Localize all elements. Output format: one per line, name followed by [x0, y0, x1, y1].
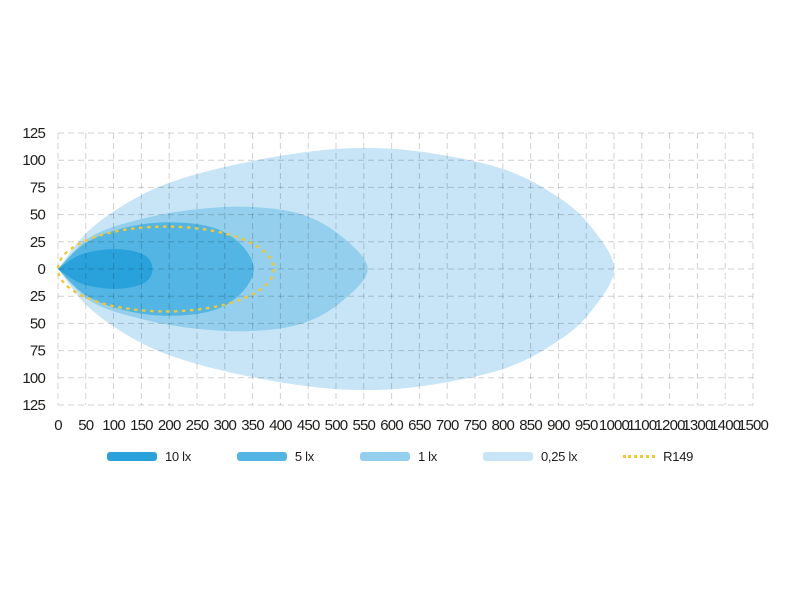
legend-color-swatch: [359, 452, 410, 461]
chart-legend: 10 lx 5 lx 1 lx 0,25 lx R149: [0, 449, 800, 464]
legend-label: 5 lx: [294, 449, 314, 464]
x-tick-label: 100: [102, 417, 125, 434]
y-tick-label: 125: [22, 397, 45, 414]
x-tick-label: 600: [380, 417, 403, 434]
x-tick-label: 650: [408, 417, 431, 434]
x-tick-label: 400: [269, 417, 292, 434]
x-tick-label: 800: [491, 417, 514, 434]
y-tick-label: 50: [30, 315, 46, 332]
y-tick-label: 100: [22, 152, 45, 169]
x-tick-label: 1000: [599, 417, 630, 434]
y-tick-label: 50: [30, 207, 46, 224]
legend-item-1-lx: 1 lx: [359, 449, 437, 464]
legend-dotted-line-swatch: [623, 455, 656, 458]
legend-label: 0,25 lx: [540, 449, 578, 464]
y-tick-label: 75: [30, 179, 46, 196]
legend-color-swatch: [482, 452, 533, 461]
legend-item-5-lx: 5 lx: [236, 449, 314, 464]
legend-label: 1 lx: [417, 449, 437, 464]
grid: [57, 132, 754, 406]
isolux-region-5-lx: [58, 222, 254, 316]
x-tick-label: 950: [575, 417, 598, 434]
legend-label: R149: [663, 449, 694, 464]
legend-color-swatch: [236, 452, 287, 461]
legend-color-swatch: [106, 452, 157, 461]
x-tick-label: 900: [547, 417, 570, 434]
x-tick-label: 1200: [655, 417, 686, 434]
x-tick-label: 1500: [738, 417, 769, 434]
x-tick-label: 850: [519, 417, 542, 434]
x-tick-label: 1300: [682, 417, 713, 434]
x-tick-label: 150: [130, 417, 153, 434]
legend-item-R149: R149: [623, 449, 693, 464]
y-tick-label: 100: [22, 370, 45, 387]
y-tick-label: 75: [30, 343, 46, 360]
x-tick-label: 1400: [710, 417, 741, 434]
y-tick-label: 25: [30, 288, 46, 305]
x-tick-label: 750: [464, 417, 487, 434]
x-tick-label: 450: [297, 417, 320, 434]
x-tick-label: 500: [325, 417, 348, 434]
x-tick-label: 300: [213, 417, 236, 434]
x-tick-label: 200: [158, 417, 181, 434]
legend-item-0-25-lx: 0,25 lx: [482, 449, 578, 464]
legend-item-10-lx: 10 lx: [106, 449, 191, 464]
x-tick-label: 250: [186, 417, 209, 434]
y-tick-label: 125: [22, 125, 45, 142]
x-tick-label: 700: [436, 417, 459, 434]
x-tick-label: 50: [78, 417, 94, 434]
legend-label: 10 lx: [164, 449, 191, 464]
x-tick-label: 0: [54, 417, 62, 434]
y-tick-label: 25: [30, 234, 46, 251]
x-tick-label: 1100: [627, 417, 657, 434]
x-tick-label: 350: [241, 417, 264, 434]
r149-ellipse: [56, 225, 275, 313]
x-tick-label: 550: [352, 417, 375, 434]
y-tick-label: 0: [37, 261, 45, 278]
isolux-region-10-lx: [58, 249, 153, 289]
